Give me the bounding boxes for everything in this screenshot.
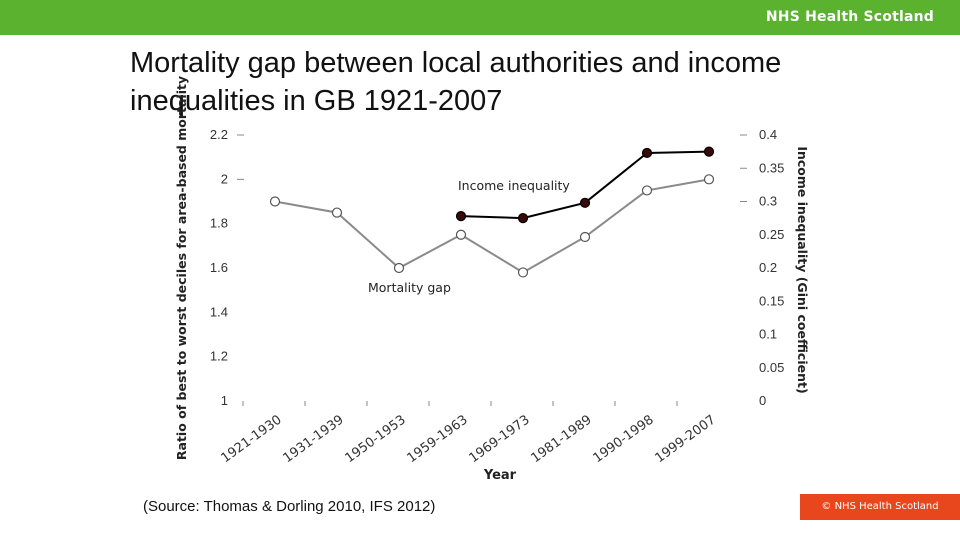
series-label-mortality: Mortality gap [368,280,451,295]
income-inequality-point [703,146,715,157]
mortality-gap-point [331,207,343,218]
mortality-gap-point [641,185,653,196]
x-axis-ticks: 1921-19301931-19391950-19531959-19631969… [219,401,719,466]
chart-points [269,146,715,278]
series-label-income: Income inequality [458,178,570,193]
y-tick-label: 2.2 [210,127,228,142]
y2-axis-label: Income inequality (Gini coefficient) [795,146,810,393]
y-tick-label: 1.6 [210,260,228,275]
y-tick-label: 1 [221,393,228,408]
y-tick-label: 2 [221,171,228,186]
header-bar: NHS Health Scotland [0,0,960,35]
slide-title: Mortality gap between local authorities … [130,47,782,117]
income-inequality-point [455,211,467,222]
x-tick-label: 1931-1939 [281,412,347,466]
x-tick-label: 1999-2007 [653,412,719,466]
y2-tick-label: 0.2 [759,260,777,275]
source-citation: (Source: Thomas & Dorling 2010, IFS 2012… [143,498,436,515]
y2-tick-label: 0.15 [759,293,784,308]
copyright-badge: © NHS Health Scotland [800,494,960,520]
brand-logo-text: NHS Health Scotland [765,9,934,25]
x-tick-label: 1981-1989 [529,412,595,466]
mortality-gap-point [517,267,529,278]
y-tick-label: 1.2 [210,349,228,364]
x-tick-label: 1990-1998 [591,412,657,466]
x-tick-label: 1959-1963 [405,412,471,466]
y2-tick-label: 0.05 [759,360,784,375]
y-tick-label: 1.8 [210,216,228,231]
y2-tick-label: 0.4 [759,127,777,142]
x-tick-label: 1950-1953 [343,412,409,466]
x-axis-label: Year [483,468,517,483]
x-tick-label: 1921-1930 [219,412,285,466]
income-inequality-point [517,213,529,224]
y-tick-label: 1.4 [210,304,228,319]
mortality-gap-point [393,262,405,274]
x-tick-label: 1969-1973 [467,412,533,466]
y2-tick-label: 0.1 [759,327,777,342]
mortality-gap-line [274,178,710,274]
y2-tick-label: 0.35 [759,160,784,175]
mortality-gap-point [455,229,467,240]
income-inequality-point [579,197,591,208]
mortality-gap-point [269,196,281,207]
mortality-gap-point [703,174,715,185]
y2-tick-label: 0.3 [759,194,777,209]
left-axis-ticks: 1 1.2 1.4 1.6 1.8 2 2.2 [210,127,244,408]
right-axis-ticks: 0 0.05 0.1 0.15 0.2 0.25 0.3 0.35 0.4 [740,127,784,408]
y2-tick-label: 0.25 [759,227,784,242]
y-axis-label: Ratio of best to worst deciles for area-… [174,76,189,460]
y2-tick-label: 0 [759,393,766,408]
income-inequality-point [641,147,653,159]
mortality-gap-point [579,231,591,243]
